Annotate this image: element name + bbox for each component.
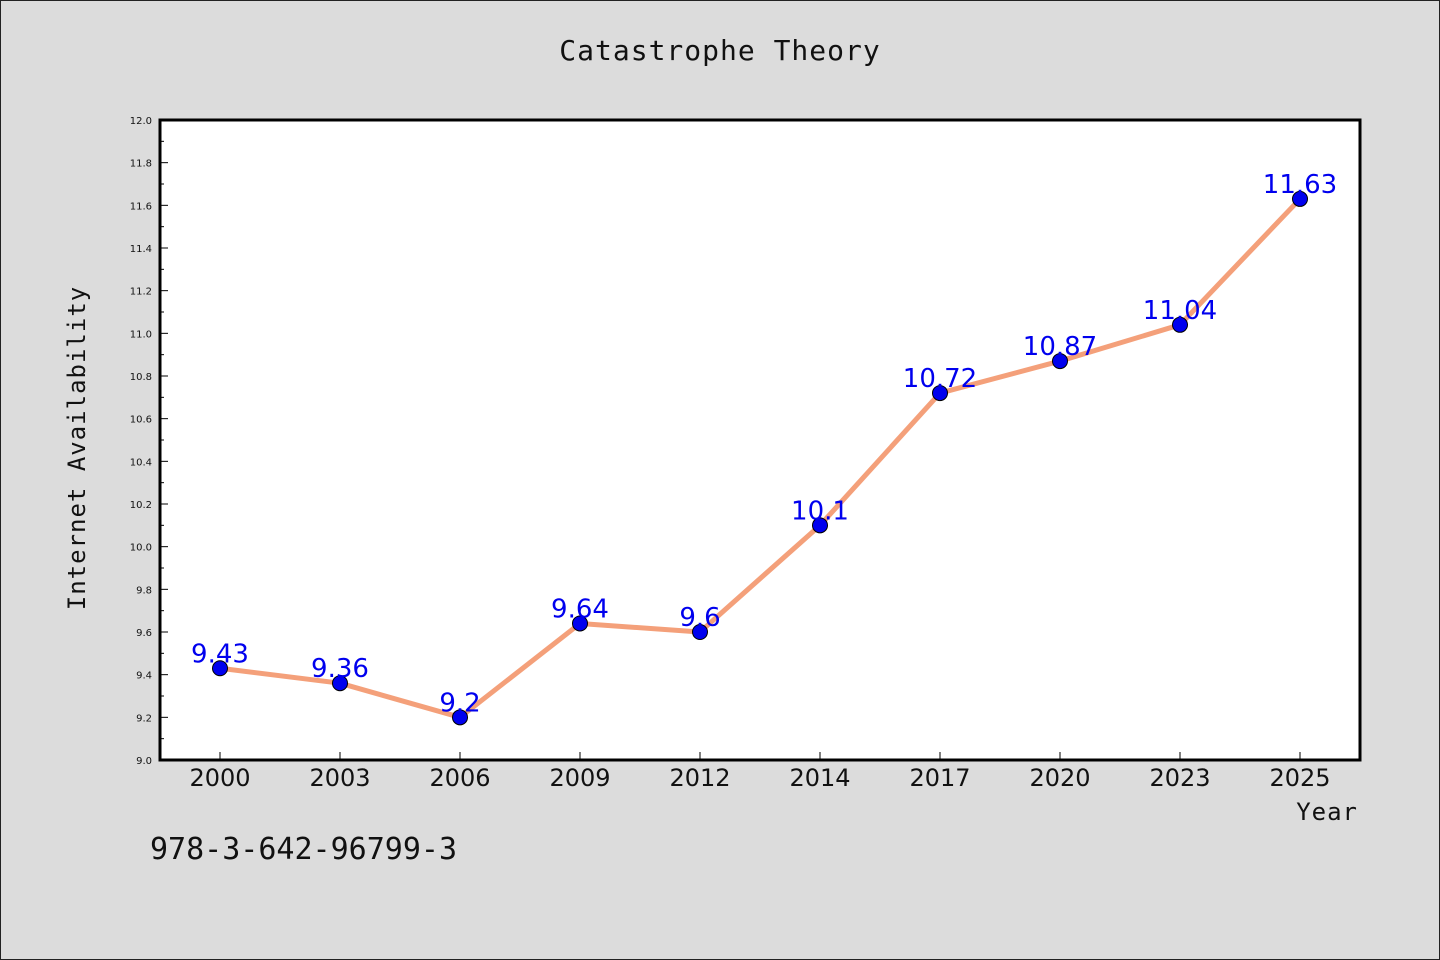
data-label: 10.72 [903,364,977,394]
y-axis: 9.0 9.2 9.4 9.6 9.8 10.0 10.2 10.4 10.6 10.8 11.0 1… [130,116,168,767]
data-point [1172,316,1188,333]
plot-area [158,118,1362,762]
y-tick-label: 11.4 [130,244,152,255]
x-tick-label: 2020 [1029,764,1090,792]
series-line [217,196,1303,720]
data-point [332,675,348,692]
data-point [932,385,948,402]
data-point [692,624,708,640]
y-tick-label: 9.8 [136,585,152,596]
y-tick-label: 11.0 [130,329,152,340]
x-tick-label: 2006 [429,764,490,792]
x-tick-label: 2014 [789,764,850,792]
x-tick-label: 2017 [909,764,970,792]
data-label: 9.2 [439,688,480,718]
y-tick-label: 10.6 [130,415,152,426]
x-tick-label: 2025 [1269,764,1330,792]
y-tick-label: 11.2 [130,287,152,298]
y-tick-label: 9.6 [136,628,152,639]
series-group: 9.43 9.36 9.2 9.64 9.6 10.1 10.72 10.87 11.04 11.… [191,170,1337,726]
data-point [1052,353,1068,370]
y-tick-label: 12.0 [130,116,152,127]
data-point [812,517,828,534]
data-label: 11.04 [1143,296,1217,326]
y-tick-label: 10.4 [130,457,152,468]
y-tick-label: 10.2 [130,500,152,511]
y-tick-label: 9.0 [136,756,152,767]
data-point [212,660,228,677]
data-point [1292,190,1308,207]
x-axis-label: Year [1296,798,1358,826]
data-point [452,709,468,726]
x-tick-label: 2023 [1149,764,1210,792]
x-tick-label: 2003 [309,764,370,792]
y-axis-label: Internet Availability [63,286,91,610]
data-label: 9.6 [679,603,720,633]
y-tick-label: 9.4 [136,671,152,682]
data-label: 10.1 [791,496,849,526]
x-tick-label: 2000 [189,764,250,792]
y-tick-label: 11.6 [130,201,152,212]
chart-title: Catastrophe Theory [559,34,881,67]
isbn-text: 978-3-642-96799-3 [150,832,458,867]
data-label: 9.43 [191,639,249,669]
y-tick-label: 9.2 [136,713,152,724]
data-point [572,615,588,632]
data-label: 10.87 [1023,332,1097,362]
y-tick-label: 10.0 [130,543,152,554]
data-label: 9.64 [551,594,609,624]
x-tick-label: 2009 [549,764,610,792]
x-tick-label: 2012 [669,764,730,792]
y-tick-label: 10.8 [130,372,152,383]
data-label: 9.36 [311,654,369,684]
y-tick-label: 11.8 [130,159,152,170]
x-axis: 2000 2003 2006 2009 2012 2014 2017 2020 2023 2025 [189,752,1331,792]
data-label: 11.63 [1263,170,1337,200]
